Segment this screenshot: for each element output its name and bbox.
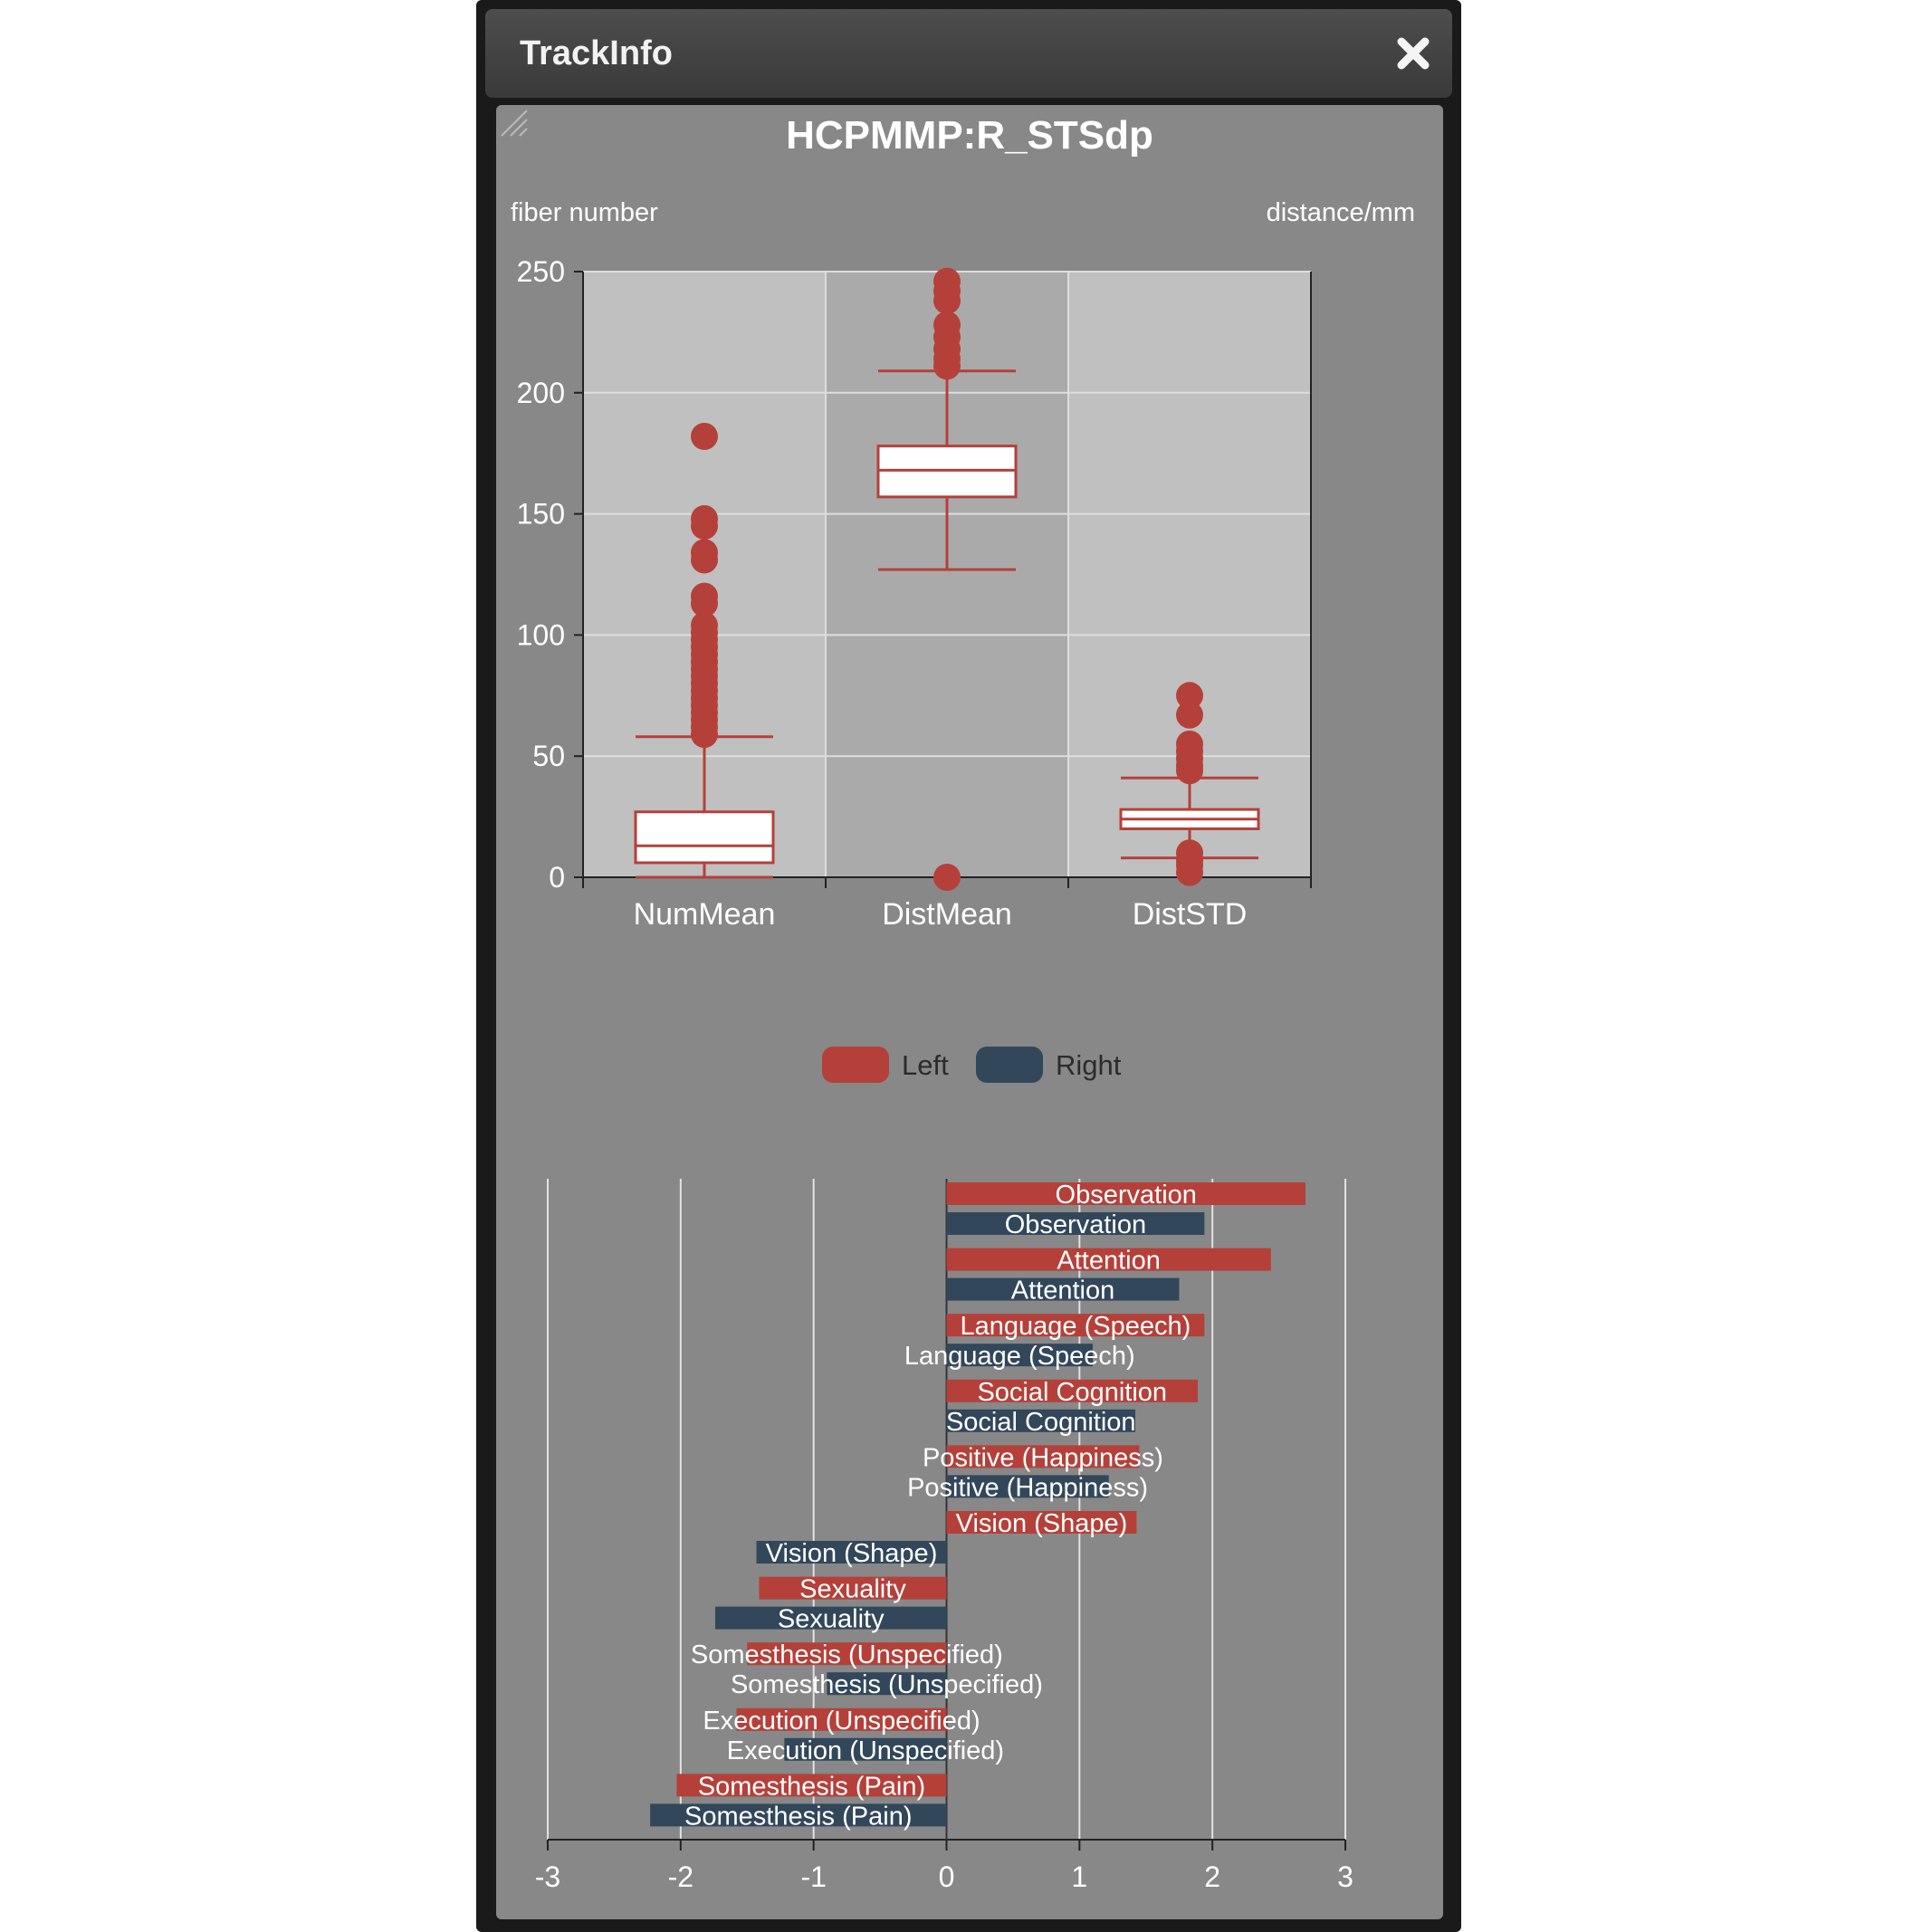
bar-right — [946, 1344, 1094, 1367]
bar-right — [827, 1672, 947, 1696]
outlier-point — [1176, 858, 1203, 886]
outlier-point — [933, 864, 961, 891]
legend-label: Left — [902, 1049, 949, 1081]
y-tick-label: 200 — [517, 377, 565, 409]
outlier-point — [691, 422, 718, 450]
y-tick-label: 250 — [517, 255, 565, 288]
x-tick-label: -1 — [800, 1860, 826, 1893]
bar-label: Social Cognition — [946, 1408, 1136, 1437]
bar-left — [759, 1576, 947, 1600]
bar-label: Somesthesis (Pain) — [684, 1802, 912, 1831]
outlier-point — [691, 512, 718, 540]
bar-label: Language (Speech) — [904, 1342, 1135, 1371]
y-axis-label-right: distance/mm — [1267, 198, 1415, 227]
trackinfo-dialog: TrackInfo HCPMMP:R_STSdp fiber number di… — [476, 0, 1461, 1932]
y-tick-label: 50 — [532, 740, 565, 772]
bar-label: Execution (Unspecified) — [703, 1707, 980, 1736]
y-tick-label: 150 — [517, 498, 565, 531]
bar-label: Observation — [1005, 1210, 1146, 1239]
x-tick-label: 2 — [1204, 1860, 1220, 1893]
outlier-point — [691, 546, 718, 574]
bar-label: Attention — [1057, 1247, 1160, 1276]
legend-label: Right — [1056, 1049, 1122, 1081]
bar-right — [650, 1803, 947, 1827]
bar-label: Somesthesis (Unspecified) — [731, 1670, 1043, 1699]
bar-right — [946, 1409, 1136, 1432]
outlier-point — [691, 721, 718, 749]
x-tick-label: -3 — [535, 1860, 560, 1893]
outlier-point — [933, 287, 961, 315]
bar-right — [756, 1541, 947, 1564]
bar-label: Vision (Shape) — [956, 1509, 1128, 1538]
track-charts: HCPMMP:R_STSdp fiber number distance/mm … — [511, 113, 1415, 1893]
bar-label: Vision (Shape) — [766, 1539, 938, 1568]
track-info-panel: HCPMMP:R_STSdp fiber number distance/mm … — [496, 105, 1443, 1919]
bar-label: Attention — [1011, 1277, 1114, 1306]
bar-left — [946, 1314, 1205, 1337]
legend-swatch-right — [976, 1047, 1043, 1083]
bar-left — [736, 1707, 947, 1731]
bar-label: Positive (Happiness) — [907, 1473, 1148, 1502]
bar-right — [946, 1212, 1205, 1235]
chart-title: HCPMMP:R_STSdp — [786, 113, 1153, 158]
bar-right — [715, 1606, 947, 1630]
close-icon[interactable] — [1394, 34, 1432, 72]
bar-label: Social Cognition — [977, 1378, 1167, 1407]
bar-left — [676, 1774, 947, 1797]
outlier-point — [1176, 757, 1203, 785]
bar-label: Positive (Happiness) — [923, 1443, 1163, 1472]
outlier-point — [933, 352, 961, 380]
bar-right — [946, 1475, 1109, 1498]
dialog-titlebar[interactable]: TrackInfo — [485, 9, 1452, 98]
bar-right — [784, 1737, 947, 1761]
y-tick-label: 100 — [517, 618, 565, 651]
bar-left — [747, 1642, 947, 1666]
bar-label: Somesthesis (Unspecified) — [691, 1640, 1003, 1669]
bar-left — [946, 1511, 1137, 1534]
bar-left — [946, 1445, 1140, 1468]
x-tick-label: NumMean — [634, 897, 776, 932]
bar-label: Execution (Unspecified) — [727, 1736, 1004, 1765]
y-axis-label-left: fiber number — [511, 198, 658, 227]
outlier-point — [691, 589, 718, 617]
y-tick-label: 0 — [549, 861, 565, 894]
legend: Left Right — [822, 1047, 1122, 1083]
bar-label: Somesthesis (Pain) — [698, 1772, 925, 1801]
bar-right — [946, 1277, 1180, 1301]
resize-grip-icon[interactable] — [496, 105, 529, 138]
x-tick-label: 1 — [1071, 1860, 1087, 1893]
box — [634, 810, 775, 865]
bar-label: Language (Speech) — [961, 1312, 1191, 1341]
x-tick-label: DistMean — [882, 897, 1012, 932]
x-tick-label: -2 — [668, 1860, 693, 1893]
bar-label: Sexuality — [799, 1575, 906, 1604]
dialog-title: TrackInfo — [520, 34, 673, 72]
x-tick-label: DistSTD — [1133, 897, 1248, 932]
x-tick-label: 3 — [1337, 1860, 1353, 1893]
bar-left — [946, 1248, 1271, 1271]
bar-left — [946, 1182, 1306, 1205]
outlier-point — [1176, 701, 1203, 729]
box-plot: 0 50 100 150 200 250 NumMean DistMean DistSTD — [517, 255, 1312, 932]
legend-swatch-left — [822, 1047, 889, 1083]
outlier-point — [1176, 682, 1203, 710]
bar-left — [946, 1379, 1199, 1402]
bar-label: Sexuality — [778, 1605, 885, 1634]
bar-label: Observation — [1056, 1181, 1197, 1210]
x-tick-label: 0 — [939, 1860, 955, 1893]
